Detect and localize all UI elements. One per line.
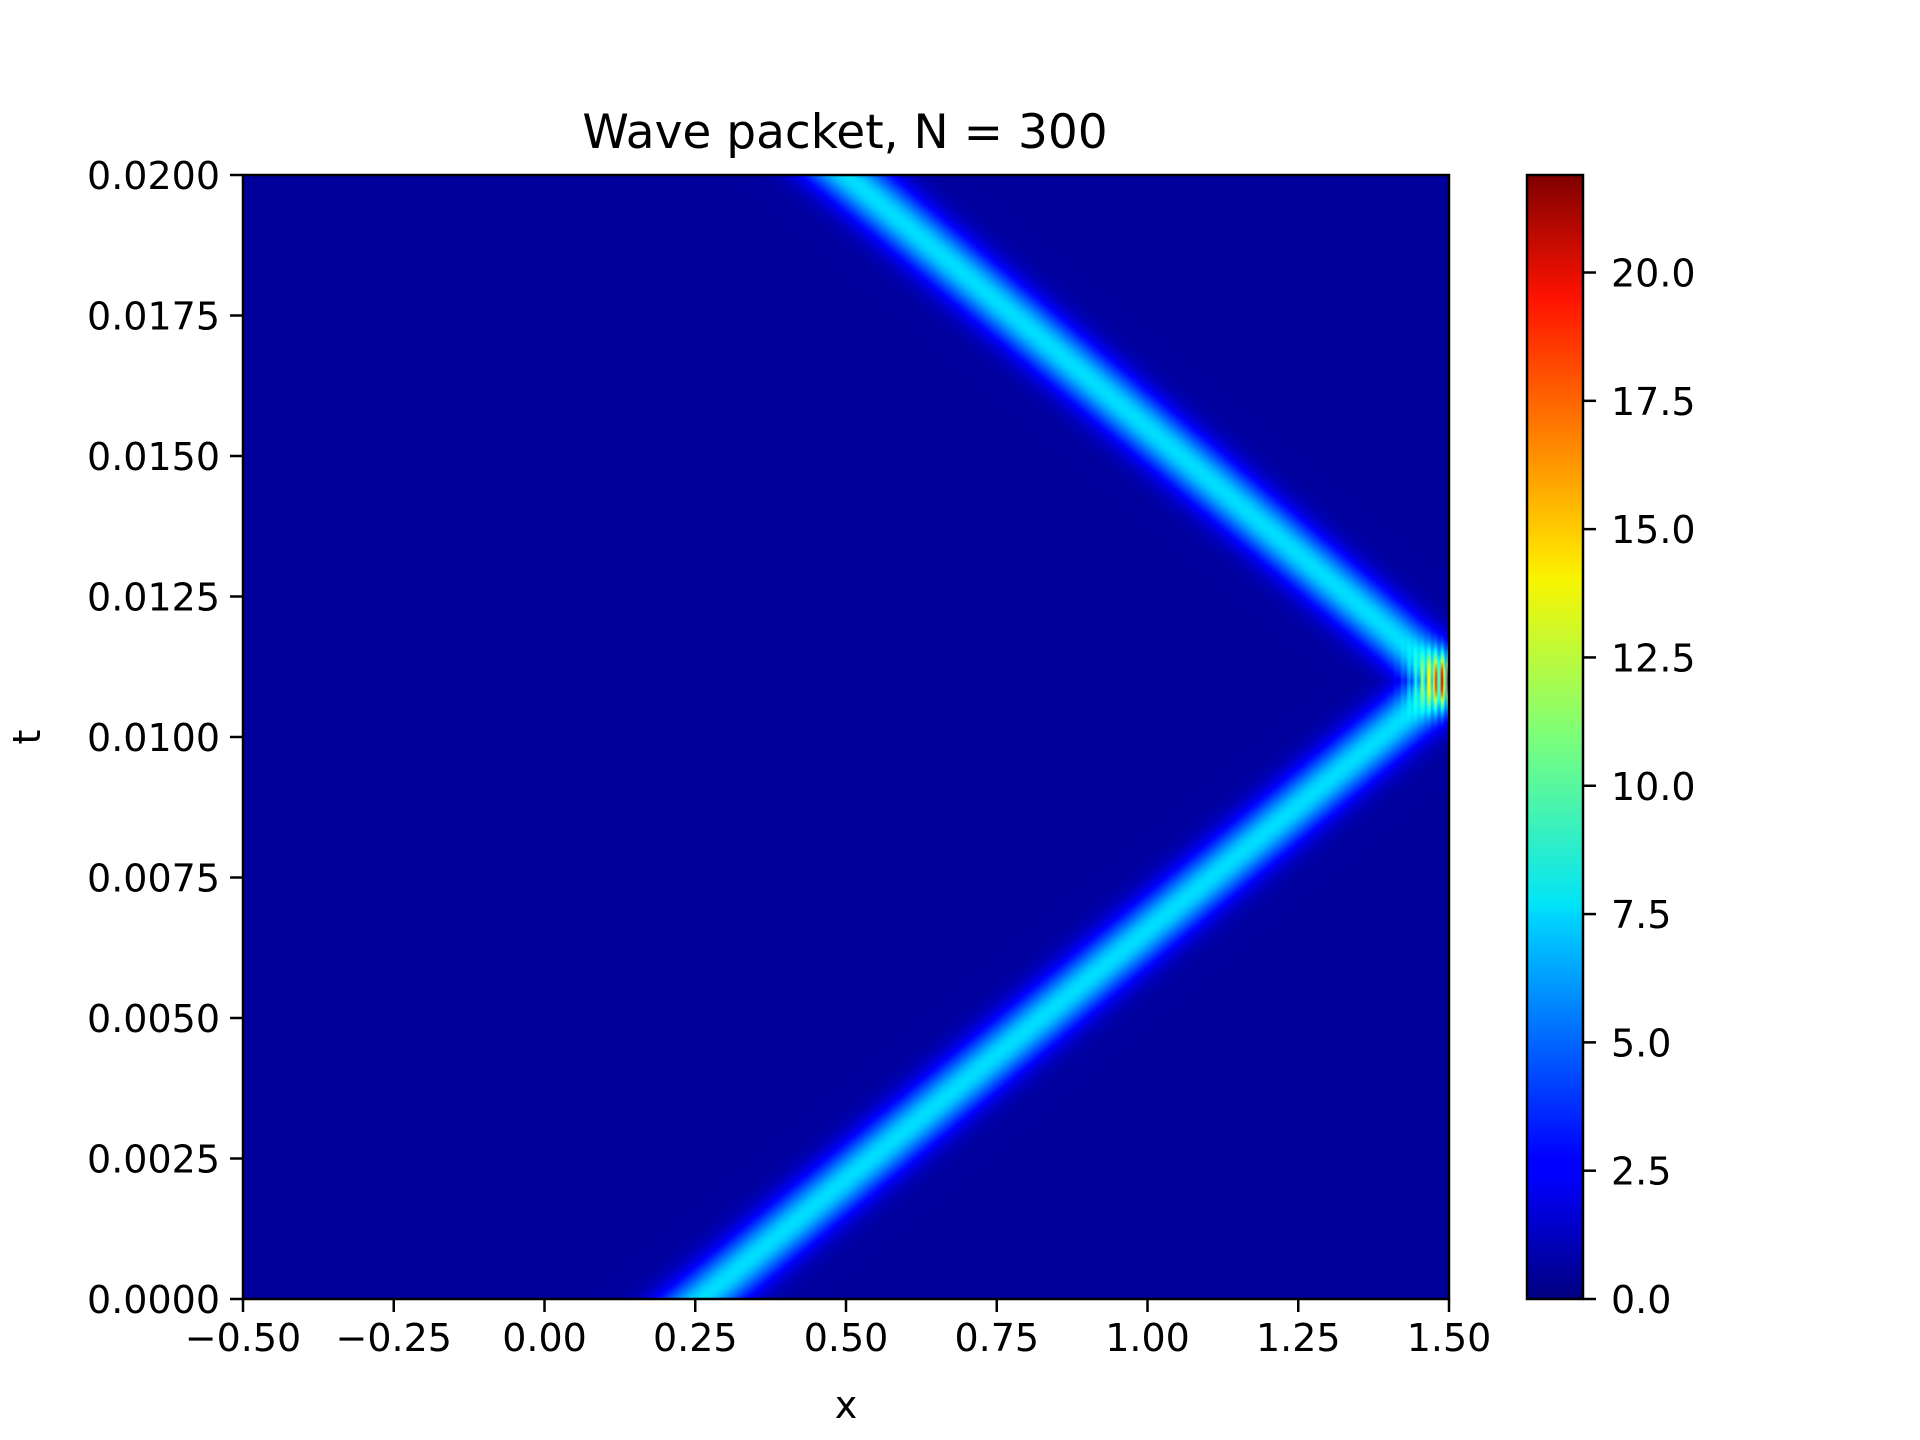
colorbar-tick-label: 12.5 xyxy=(1611,636,1696,680)
x-axis-label: x xyxy=(835,1383,858,1427)
y-axis: 0.0000 0.0025 0.0050 0.0075 0.0100 0.0125 0.01… xyxy=(87,154,243,1322)
colorbar-tick-label: 5.0 xyxy=(1611,1021,1671,1065)
x-tick-label: 1.50 xyxy=(1407,1316,1492,1360)
colorbar-tick-label: 2.5 xyxy=(1611,1150,1671,1194)
colorbar-tick-label: 17.5 xyxy=(1611,380,1696,424)
y-tick-label: 0.0025 xyxy=(87,1138,220,1182)
x-tick-label: 1.25 xyxy=(1256,1316,1341,1360)
heatmap-image xyxy=(243,175,1449,1299)
y-tick-label: 0.0200 xyxy=(87,154,220,198)
plot-area xyxy=(241,173,1451,1301)
x-tick-label: 0.00 xyxy=(502,1316,587,1360)
y-tick-label: 0.0125 xyxy=(87,576,220,620)
colorbar-tick-label: 15.0 xyxy=(1611,508,1696,552)
colorbar-tick-label: 7.5 xyxy=(1611,893,1671,937)
x-tick-label: −0.50 xyxy=(185,1316,301,1360)
x-tick-label: 0.75 xyxy=(954,1316,1039,1360)
y-tick-label: 0.0100 xyxy=(87,716,220,760)
colorbar-tick-label: 0.0 xyxy=(1611,1278,1671,1322)
colorbar-gradient xyxy=(1525,173,1585,1301)
colorbar-ticks: 0.0 2.5 5.0 7.5 10.0 12.5 15.0 17.5 20.0 xyxy=(1583,252,1696,1322)
colorbar-tick-label: 10.0 xyxy=(1611,765,1696,809)
colorbar: 0.0 2.5 5.0 7.5 10.0 12.5 15.0 17.5 20.0 xyxy=(1525,173,1696,1322)
y-tick-label: 0.0000 xyxy=(87,1278,220,1322)
y-tick-label: 0.0175 xyxy=(87,295,220,339)
x-tick-label: 1.00 xyxy=(1105,1316,1190,1360)
y-tick-label: 0.0075 xyxy=(87,857,220,901)
x-tick-label: −0.25 xyxy=(336,1316,452,1360)
y-tick-label: 0.0050 xyxy=(87,997,220,1041)
heatmap-field xyxy=(243,175,1449,1299)
y-axis-label: t xyxy=(5,730,49,745)
x-tick-label: 0.50 xyxy=(804,1316,889,1360)
colorbar-tick-label: 20.0 xyxy=(1611,252,1696,296)
x-axis: −0.50 −0.25 0.00 0.25 0.50 0.75 1.00 1.25 1.50 xyxy=(185,1299,1492,1360)
x-tick-label: 0.25 xyxy=(653,1316,738,1360)
chart-title: Wave packet, N = 300 xyxy=(582,105,1107,160)
y-tick-label: 0.0150 xyxy=(87,435,220,479)
